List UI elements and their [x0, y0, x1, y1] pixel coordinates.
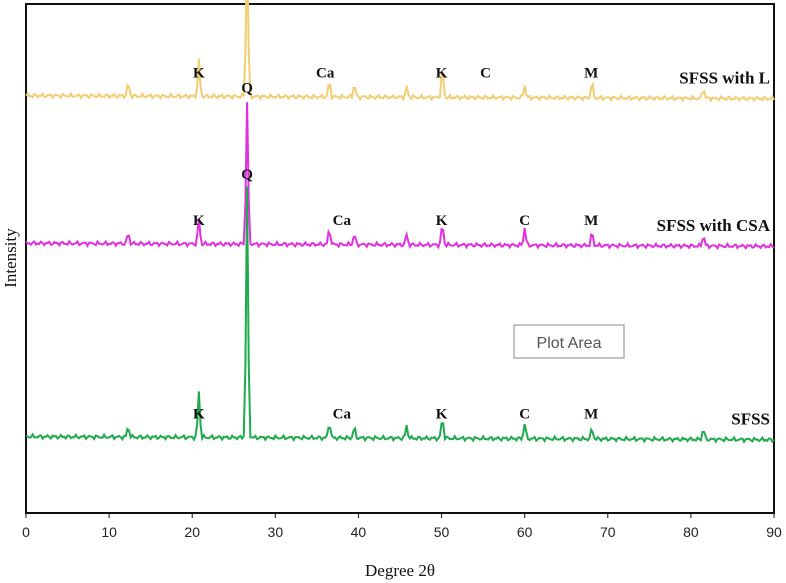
x-tick-label: 10 [101, 524, 117, 540]
svg-text:Plot Area: Plot Area [537, 335, 602, 352]
x-axis-label: Degree 2θ [365, 561, 435, 580]
x-tick-label: 60 [517, 524, 533, 540]
peak-label: Ca [316, 66, 335, 82]
peak-label: C [519, 213, 530, 229]
peak-label: Q [241, 167, 253, 183]
peak-label: M [584, 407, 598, 423]
series-label: SFSS [731, 410, 770, 429]
peak-label: C [519, 407, 530, 423]
plot-area-tooltip: Plot Area [513, 324, 625, 359]
series-label: SFSS with CSA [657, 216, 771, 235]
peak-label: Ca [333, 407, 352, 423]
series-layer: SFSS with L SFSS with CSA SFSS [25, 0, 775, 444]
x-tick-label: 70 [600, 524, 616, 540]
x-tick-label: 20 [184, 524, 200, 540]
peak-annotations: KQCaKCMKQCaKCMKQCaKCM [193, 66, 598, 423]
peak-label: Q [241, 81, 253, 97]
x-tick-label: 80 [683, 524, 699, 540]
peak-label: M [584, 66, 598, 82]
x-tick-label: 40 [351, 524, 367, 540]
x-axis-ticks: 0 10 20 30 40 50 60 70 80 90 [22, 513, 782, 540]
x-tick-label: 50 [434, 524, 450, 540]
peak-label: K [436, 66, 448, 82]
peak-label: K [436, 407, 448, 423]
peak-label: Ca [333, 213, 352, 229]
x-tick-label: 30 [268, 524, 284, 540]
peak-label: C [480, 66, 491, 82]
series-label: SFSS with L [679, 69, 770, 88]
peak-label: M [584, 213, 598, 229]
series-line-sfss-with-csa [25, 102, 775, 251]
x-tick-label: 90 [766, 524, 782, 540]
peak-label: K [193, 213, 205, 229]
series-line-sfss-with-l [25, 0, 775, 103]
y-axis-label: Intensity [1, 228, 20, 288]
series-line-sfss [25, 186, 775, 444]
peak-label: K [436, 213, 448, 229]
peak-label: K [193, 407, 205, 423]
peak-label: K [193, 66, 205, 82]
x-tick-label: 0 [22, 524, 30, 540]
plot-frame[interactable] [25, 3, 775, 514]
